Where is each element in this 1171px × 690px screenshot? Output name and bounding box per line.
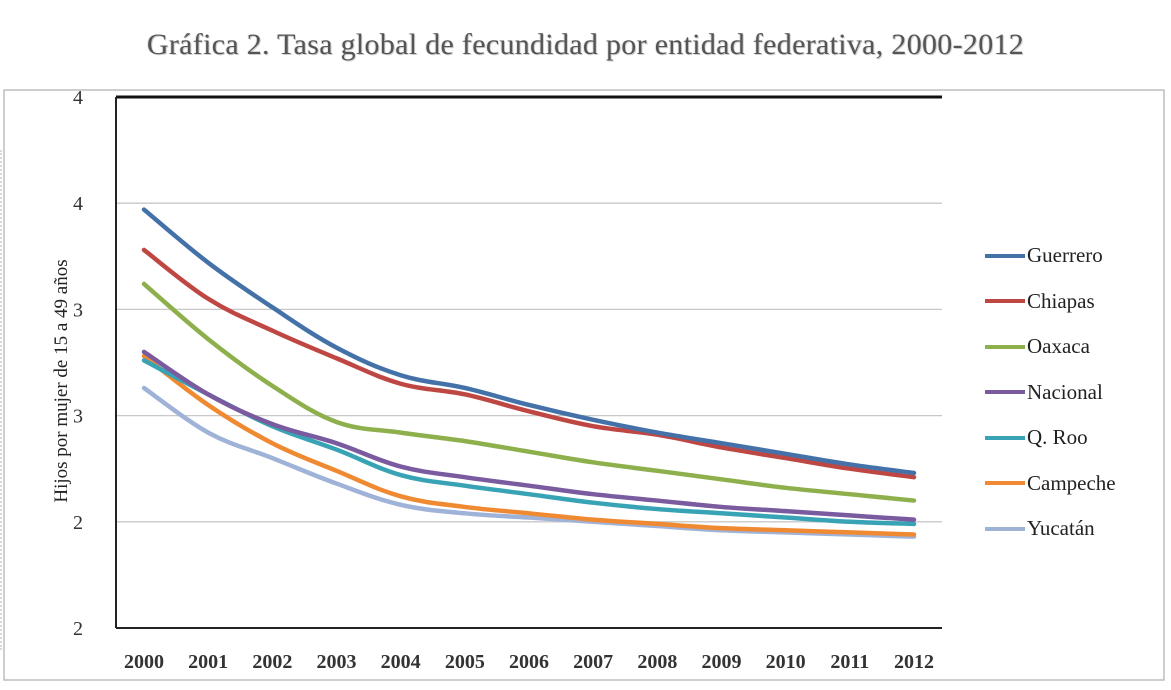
- left-edge-decoration: [0, 150, 8, 650]
- y-tick-labels: 2 2 3 3 4 4: [73, 87, 83, 640]
- legend-swatch: [985, 299, 1025, 304]
- legend-label: Chiapas: [1027, 288, 1095, 313]
- axes: [115, 95, 942, 629]
- x-tick-label: 2007: [573, 651, 613, 673]
- legend-label: Q. Roo: [1027, 425, 1088, 450]
- x-tick-label: 2000: [124, 651, 164, 673]
- x-tick-label: 2012: [894, 651, 934, 673]
- x-tick-labels: 2000 2001 2002 2003 2004 2005 2006 2007 2008 2009…: [124, 651, 934, 673]
- legend-item-guerrero: Guerrero: [985, 233, 1116, 279]
- y-tick-label: 4: [73, 193, 83, 215]
- x-tick-label: 2003: [317, 651, 357, 673]
- x-tick-label: 2004: [381, 651, 421, 673]
- legend-label: Yucatán: [1027, 516, 1095, 541]
- y-tick-label: 3: [73, 299, 83, 321]
- legend-item-chiapas: Chiapas: [985, 279, 1116, 325]
- x-tick-label: 2001: [188, 651, 228, 673]
- y-tick-label: 3: [73, 406, 83, 428]
- series-line-nacional: [141, 349, 917, 522]
- legend-item-yucat-n: Yucatán: [985, 506, 1116, 552]
- legend-label: Campeche: [1027, 470, 1116, 495]
- legend-item-campeche: Campeche: [985, 461, 1116, 507]
- series-line-oaxaca: [141, 281, 917, 503]
- x-tick-label: 2008: [637, 651, 677, 673]
- series-lines: [141, 207, 917, 539]
- legend-swatch: [985, 481, 1025, 486]
- x-tick-label: 2002: [252, 651, 292, 673]
- series-line-q-roo: [141, 358, 917, 527]
- x-tick-label: 2010: [766, 651, 806, 673]
- series-line-chiapas: [141, 247, 917, 480]
- legend-label: Guerrero: [1027, 243, 1103, 268]
- y-tick-label: 4: [73, 87, 83, 109]
- chart-title: Gráfica 2. Tasa global de fecundidad por…: [146, 28, 1025, 61]
- series-line-guerrero: [141, 207, 917, 476]
- legend-label: Nacional: [1027, 379, 1103, 404]
- legend-swatch: [985, 253, 1025, 258]
- legend-label: Oaxaca: [1027, 334, 1090, 359]
- x-tick-label: 2011: [830, 651, 869, 673]
- x-tick-label: 2005: [445, 651, 485, 673]
- legend: Guerrero Chiapas Oaxaca Nacional Q. Roo Campe…: [985, 233, 1116, 552]
- legend-swatch: [985, 526, 1025, 531]
- x-tick-label: 2006: [509, 651, 549, 673]
- legend-swatch: [985, 435, 1025, 440]
- y-tick-label: 2: [73, 618, 83, 640]
- legend-item-q-roo: Q. Roo: [985, 415, 1116, 461]
- legend-swatch: [985, 390, 1025, 395]
- legend-item-oaxaca: Oaxaca: [985, 324, 1116, 370]
- x-tick-label: 2009: [702, 651, 742, 673]
- legend-item-nacional: Nacional: [985, 370, 1116, 416]
- series-line-campeche: [141, 353, 917, 537]
- legend-swatch: [985, 344, 1025, 349]
- y-tick-label: 2: [73, 512, 83, 534]
- chart-border: [3, 89, 1165, 681]
